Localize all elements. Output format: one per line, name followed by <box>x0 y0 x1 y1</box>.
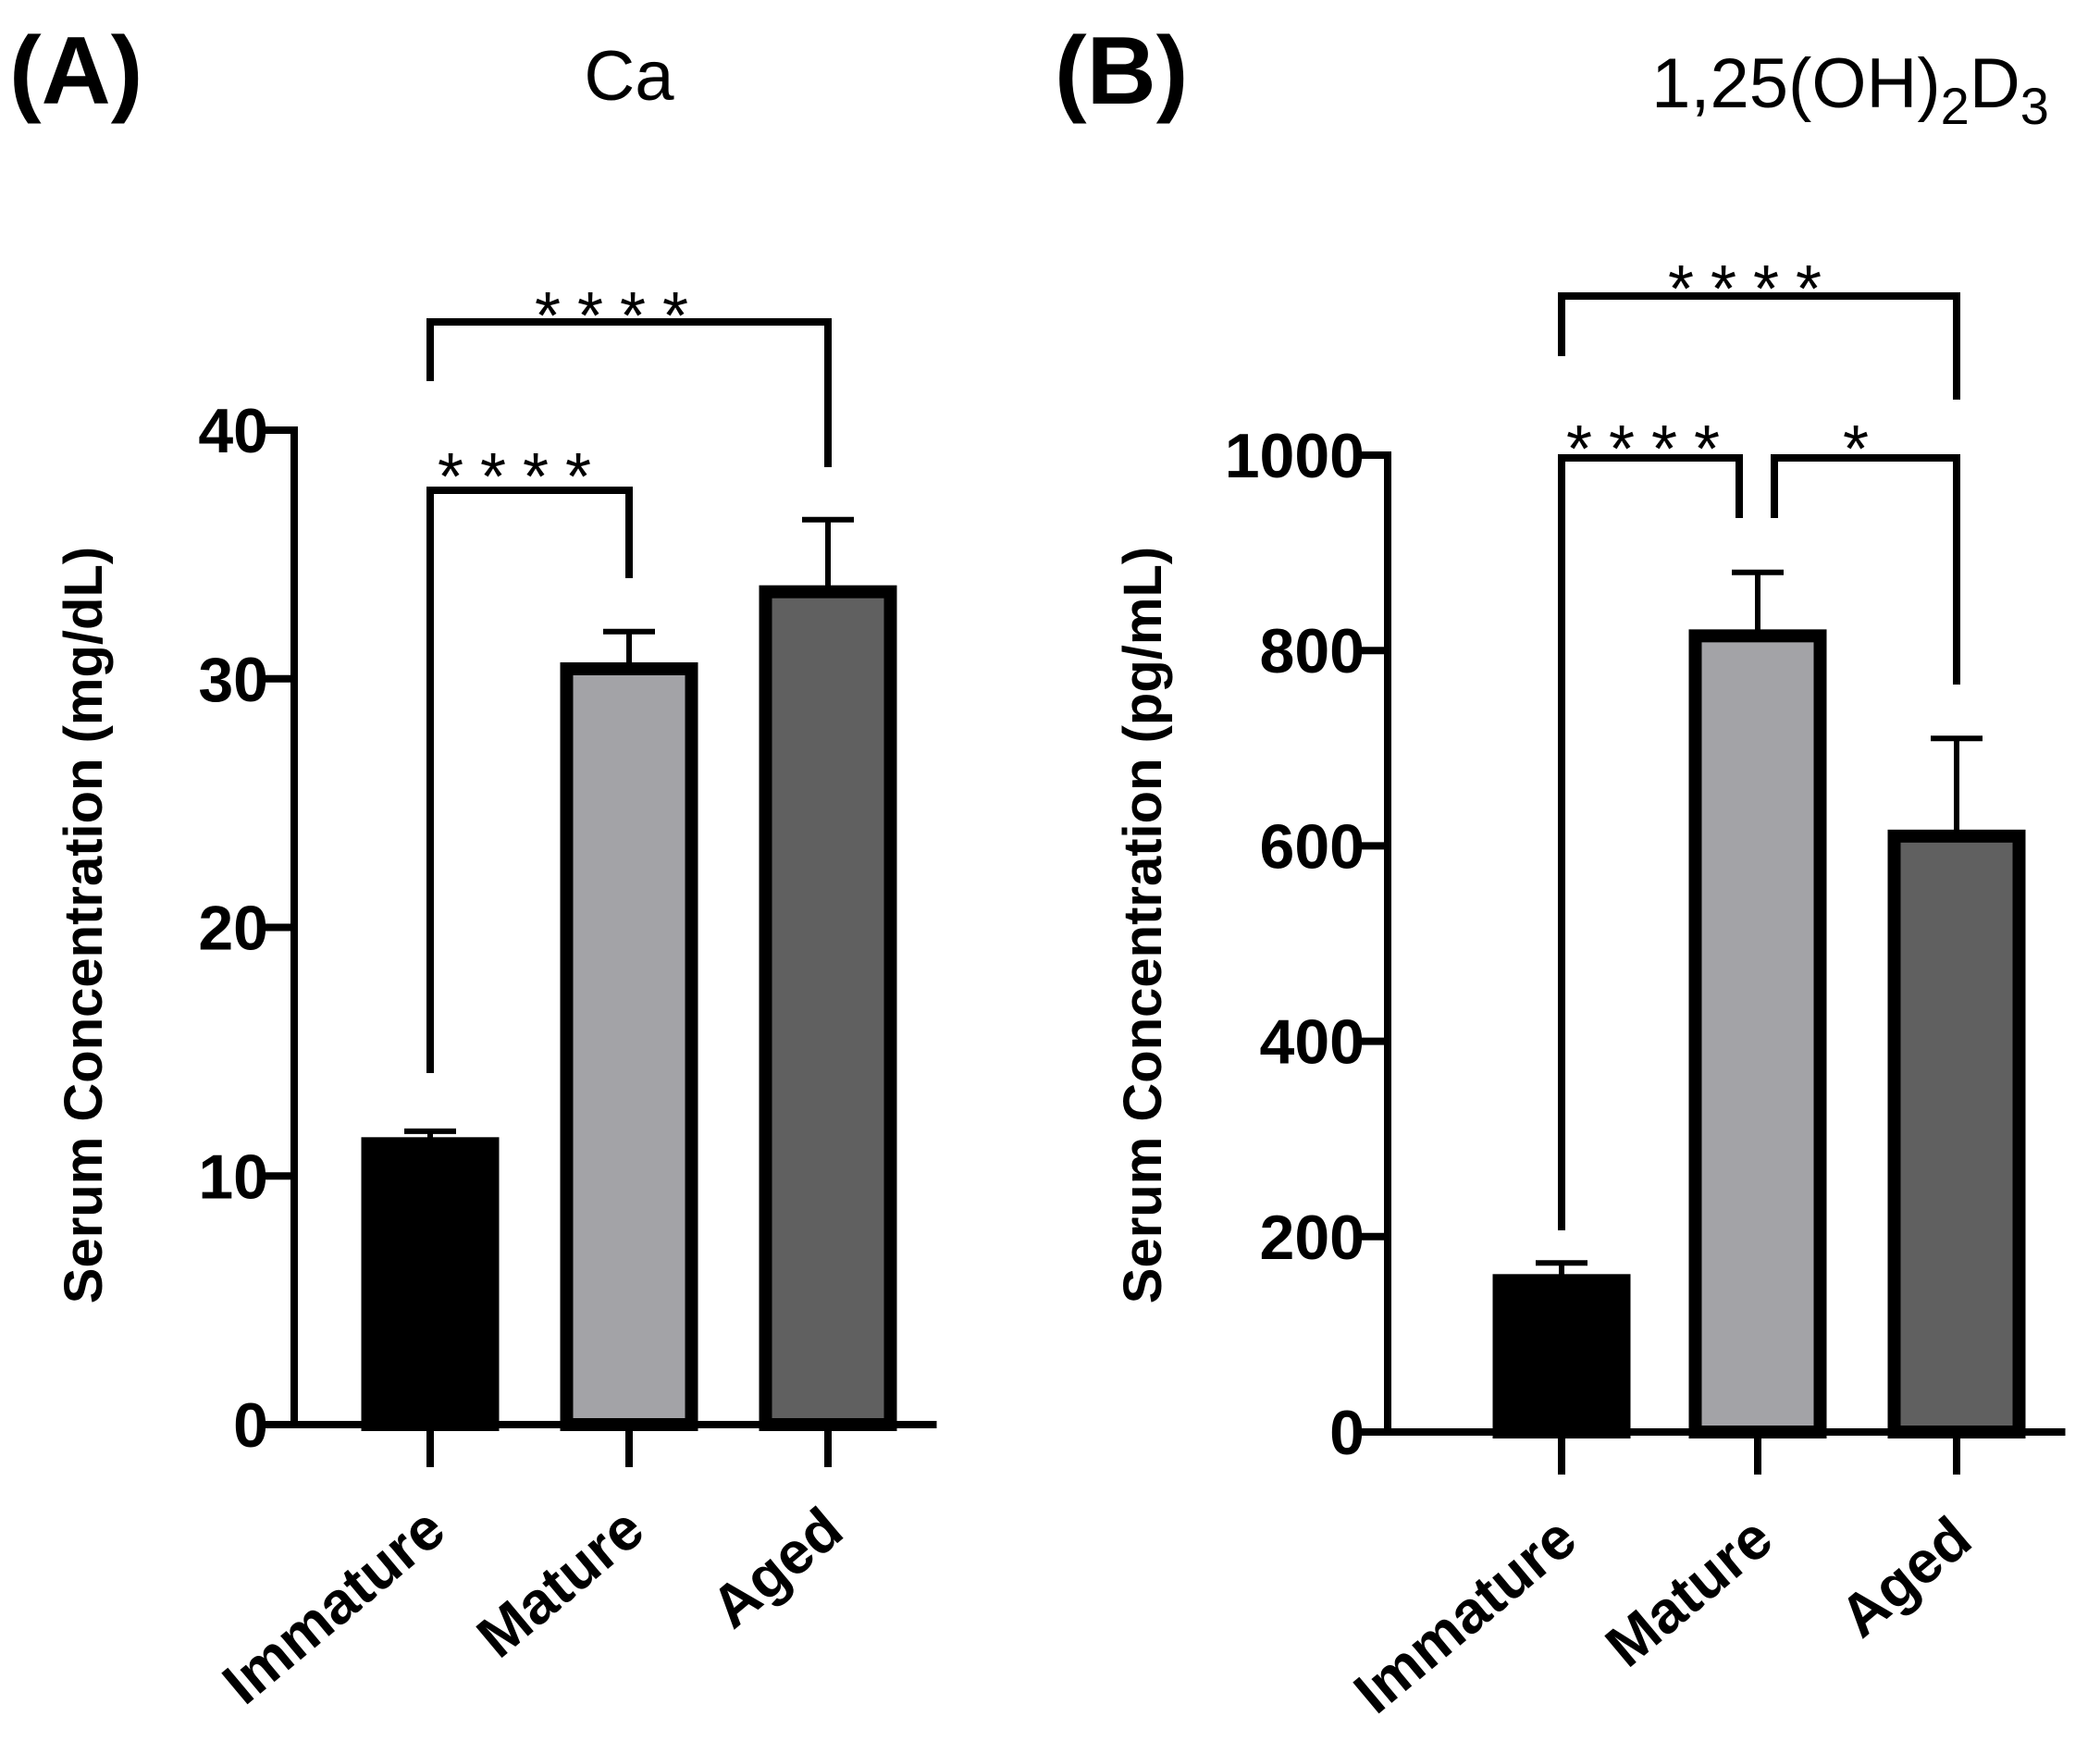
panel-b-category-label: Immature <box>1341 1504 1588 1726</box>
panel-b-significance-stars: **** <box>1668 253 1838 327</box>
panel-a-category-label: Mature <box>464 1495 656 1671</box>
panel-a-title: Ca <box>584 37 674 116</box>
panel-a-y-tick-label: 0 <box>233 1390 268 1461</box>
panel-a-y-tick-label: 10 <box>198 1142 268 1212</box>
panel-b-bar-aged <box>1887 829 2026 1438</box>
panel-a-y-tick-label: 20 <box>198 894 268 964</box>
panel-b-category-label: Aged <box>1827 1504 1983 1650</box>
panel-b-y-axis-label: Serum Concentration (pg/mL) <box>1113 547 1173 1303</box>
panel-b-significance-stars: **** <box>1566 413 1736 487</box>
panel-b-y-tick-label: 200 <box>1260 1203 1365 1273</box>
panel-a-y-tick-label: 30 <box>198 645 268 715</box>
panel-b-y-tick-label: 0 <box>1329 1398 1365 1468</box>
panel-a-bar-mature <box>560 662 698 1431</box>
panel-b-category-label: Mature <box>1593 1504 1785 1680</box>
panel-b-y-tick-label: 600 <box>1260 811 1365 882</box>
panel-a-significance-stars: **** <box>535 279 705 353</box>
panel-b-significance-bracket <box>1558 292 1960 400</box>
panel-a-bar-immature <box>361 1137 500 1431</box>
panel-a-label: (A) <box>9 18 142 125</box>
panel-b-significance-bracket <box>1558 454 1743 1230</box>
panel-a-significance-stars: **** <box>438 440 608 514</box>
panel-b-y-tick-label: 800 <box>1260 616 1365 686</box>
panel-b: (B) 1,25(OH)2D3 Serum Concentration (pg/… <box>1055 18 2066 1726</box>
panel-b-bar-immature <box>1492 1274 1631 1438</box>
panel-b-title: 1,25(OH)2D3 <box>1651 44 2049 135</box>
panel-a-category-label: Immature <box>210 1495 457 1717</box>
panel-b-y-tick-label: 1000 <box>1225 421 1365 491</box>
panel-a-y-tick-label: 40 <box>198 396 268 466</box>
panel-b-bar-mature <box>1688 629 1827 1438</box>
panel-a-y-axis-label: Serum Concentration (mg/dL) <box>54 547 114 1303</box>
panel-a-significance-bracket <box>426 487 633 1073</box>
panel-a-significance-bracket <box>426 318 832 467</box>
panel-a: (A) Ca Serum Concentration (mg/dL) 0 10 20… <box>9 18 937 1717</box>
panel-b-label: (B) <box>1055 18 1188 125</box>
panel-b-significance-bracket <box>1771 454 1960 685</box>
panel-a-category-label: Aged <box>698 1495 855 1641</box>
panel-b-y-tick-label: 400 <box>1260 1007 1365 1078</box>
panel-b-significance-stars: * <box>1843 413 1885 487</box>
panel-a-bar-aged <box>759 585 897 1431</box>
